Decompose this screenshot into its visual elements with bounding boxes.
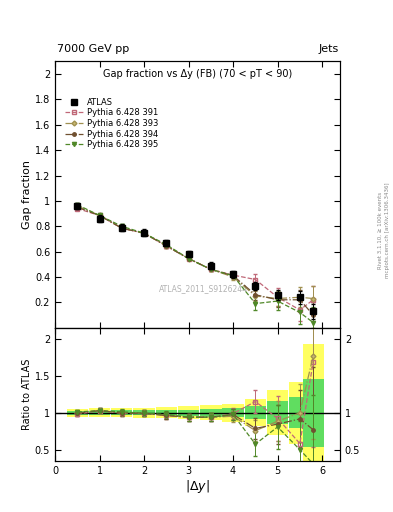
Legend: ATLAS, Pythia 6.428 391, Pythia 6.428 393, Pythia 6.428 394, Pythia 6.428 395: ATLAS, Pythia 6.428 391, Pythia 6.428 39… — [65, 98, 158, 149]
X-axis label: $|\Delta y|$: $|\Delta y|$ — [185, 478, 210, 496]
Text: Rivet 3.1.10, ≥ 100k events: Rivet 3.1.10, ≥ 100k events — [378, 192, 383, 269]
Text: mcplots.cern.ch [arXiv:1306.3436]: mcplots.cern.ch [arXiv:1306.3436] — [385, 183, 389, 278]
Text: ATLAS_2011_S9126244: ATLAS_2011_S9126244 — [159, 284, 248, 293]
Y-axis label: Gap fraction: Gap fraction — [22, 160, 32, 229]
Text: Jets: Jets — [318, 44, 339, 54]
Y-axis label: Ratio to ATLAS: Ratio to ATLAS — [22, 358, 32, 430]
Text: 7000 GeV pp: 7000 GeV pp — [57, 44, 129, 54]
Text: Gap fraction vs Δy (FB) (70 < pT < 90): Gap fraction vs Δy (FB) (70 < pT < 90) — [103, 70, 292, 79]
